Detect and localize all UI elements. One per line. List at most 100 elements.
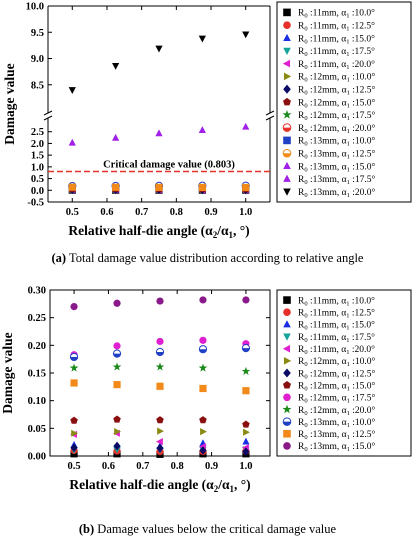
a-legend-label-6: R0 :12mm, α1 :12.5° <box>298 85 376 97</box>
a-ytick-label-lower-5: 2.0 <box>31 139 44 150</box>
b-legend-marker-4-shape <box>282 344 291 353</box>
a-ytick-label-lower-3: 1.0 <box>31 162 44 173</box>
b-point-s6-4 <box>242 447 250 456</box>
b-point-s5-2-shape <box>157 427 164 435</box>
a-point-s11-4-shape <box>242 122 250 130</box>
b-point-s8-2 <box>156 337 164 346</box>
b-xtick-label-1: 0.6 <box>102 461 115 472</box>
b-point-s7-0 <box>70 416 78 424</box>
a-legend-marker-5 <box>283 72 292 81</box>
a-point-s12-2 <box>155 45 163 53</box>
a-point-s12-2-shape <box>155 45 163 53</box>
b-point-s6-1-shape <box>113 441 121 451</box>
b-legend-marker-1 <box>283 308 291 317</box>
a-legend-marker-11-fill <box>283 153 291 157</box>
a-legend-marker-9 <box>282 123 292 132</box>
b-point-s9-1 <box>112 362 122 371</box>
total-damage-chart: -0.50.00.51.01.52.02.58.59.09.510.0Damag… <box>2 1 412 240</box>
b-legend-label-0: R0 :11mm, α1 :10.0° <box>298 295 375 307</box>
a-legend-marker-2 <box>283 33 291 42</box>
a-point-s10-4 <box>242 183 250 192</box>
b-legend-label-2: R0 :11mm, α1 :15.0° <box>298 320 375 332</box>
a-ytick-label-lower-4: 1.5 <box>31 151 44 162</box>
a-legend-marker-12-shape <box>283 161 291 170</box>
a-point-s10-2 <box>155 183 163 191</box>
b-point-s10-3 <box>198 345 208 354</box>
b-point-s10-1-fill <box>113 353 121 358</box>
caption-b: (b) Damage values below the critical dam… <box>0 522 415 537</box>
b-legend-label-5: R0 :12mm, α1 :10.0° <box>298 356 376 368</box>
b-legend-marker-4 <box>282 344 291 353</box>
b-point-s5-3-shape <box>200 428 207 436</box>
b-point-s11-1 <box>113 381 121 389</box>
a-point-s12-0 <box>68 87 76 94</box>
a-xtick-label-2: 0.7 <box>135 207 148 218</box>
b-point-s11-3-shape <box>199 384 207 393</box>
a-point-s11-1 <box>112 133 120 141</box>
a-legend-marker-6-shape <box>283 84 291 94</box>
b-point-s5-1-shape <box>114 428 121 436</box>
a-point-s12-4-shape <box>242 31 250 39</box>
b-ytick-label-2: 0.10 <box>28 396 46 407</box>
a-break-mark-0-1 <box>43 110 53 116</box>
a-legend-marker-4 <box>282 59 291 68</box>
a-legend-label-9: R0 :12mm, α1 :20.0° <box>298 123 376 135</box>
b-point-s6-2-shape <box>156 443 164 453</box>
a-point-s10-0 <box>68 183 76 191</box>
a-ytick-label-lower-1: 0.0 <box>31 186 44 197</box>
a-point-s10-1-shape <box>112 183 120 191</box>
b-legend-label-1: R0 :11mm, α1 :12.5° <box>298 308 375 320</box>
b-xtick-label-0: 0.5 <box>68 461 81 472</box>
b-legend-marker-12 <box>283 442 291 450</box>
b-point-s12-0 <box>70 303 78 311</box>
a-point-s11-0-shape <box>68 138 76 146</box>
a-ylabel: Damage value <box>2 63 17 144</box>
b-xtick-label-3: 0.8 <box>171 461 184 472</box>
b-point-s6-4-shape <box>242 447 250 456</box>
b-point-s6-3-shape <box>199 446 207 455</box>
b-point-s11-0-shape <box>70 379 78 387</box>
b-point-s7-0-shape <box>70 416 78 424</box>
b-point-s2-4 <box>242 437 250 445</box>
b-point-s10-0-fill <box>70 356 78 361</box>
a-legend-marker-0 <box>283 8 291 17</box>
a-xlabel: Relative half-die angle (α2/α1, °) <box>68 223 249 240</box>
b-point-s6-3 <box>199 446 207 455</box>
a-legend-marker-2-shape <box>283 33 291 42</box>
a-point-s12-3 <box>198 35 206 43</box>
b-legend-label-6: R0 :12mm, α1 :12.5° <box>298 368 376 380</box>
b-point-s7-2-shape <box>156 416 164 424</box>
b-point-s8-1 <box>113 342 121 350</box>
b-point-s10-2-fill <box>156 351 164 356</box>
a-legend-marker-10 <box>283 136 291 145</box>
b-point-s12-3 <box>199 296 207 304</box>
b-legend-marker-0-shape <box>283 296 291 304</box>
b-point-s9-4-shape <box>241 366 251 375</box>
b-ytick-label-4: 0.20 <box>28 341 46 352</box>
b-xlabel: Relative half-die angle (α2/α1, °) <box>69 477 250 494</box>
a-point-s11-4 <box>242 122 250 130</box>
b-xtick-label-2: 0.7 <box>136 461 149 472</box>
a-legend-marker-13 <box>283 174 291 182</box>
b-point-s8-3-shape <box>199 336 207 344</box>
a-legend-marker-1-shape <box>283 21 291 30</box>
b-ytick-label-5: 0.25 <box>28 313 46 324</box>
a-ytick-label-lower-0: -0.5 <box>27 198 44 209</box>
b-point-s12-1 <box>113 299 121 307</box>
b-legend-box <box>276 289 412 457</box>
b-point-s8-2-shape <box>156 337 164 346</box>
a-legend-label-1: R0 :11mm, α1 :12.5° <box>298 21 375 33</box>
b-point-s6-0-shape <box>70 443 78 453</box>
b-ytick-label-1: 0.05 <box>28 424 46 435</box>
b-legend-label-12: R0 :13mm, α1 :15.0° <box>298 441 376 453</box>
b-point-s12-2 <box>156 297 164 305</box>
b-point-s11-4 <box>242 387 250 395</box>
b-point-s10-0 <box>69 352 79 362</box>
b-legend-marker-2-shape <box>283 320 291 328</box>
a-ytick-label-upper-0: 8.5 <box>31 80 44 91</box>
b-point-s5-1 <box>114 428 121 436</box>
b-point-s5-4 <box>243 428 250 436</box>
b-legend-marker-5 <box>283 357 292 365</box>
a-legend-marker-14 <box>283 188 291 196</box>
b-legend-marker-10 <box>282 417 292 426</box>
